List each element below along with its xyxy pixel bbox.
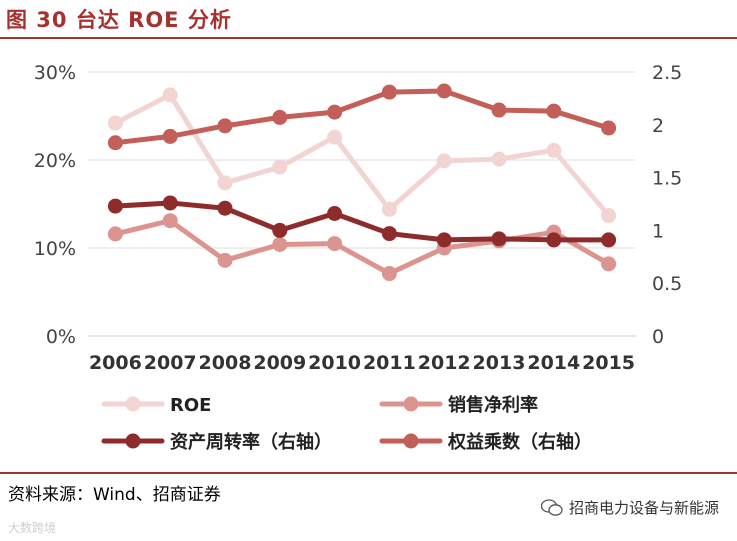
- data-point: [436, 232, 452, 248]
- right-tick-label: 0: [652, 326, 664, 348]
- right-tick-label: 2: [652, 115, 664, 137]
- data-point: [327, 236, 343, 252]
- x-tick-label: 2013: [473, 352, 526, 374]
- data-point: [162, 128, 178, 144]
- left-tick-label: 10%: [34, 238, 76, 260]
- data-point: [272, 236, 288, 252]
- data-point: [272, 159, 288, 175]
- series-line: [112, 88, 612, 146]
- series-line: [112, 200, 612, 243]
- wechat-label: 招商电力设备与新能源: [568, 499, 719, 517]
- data-point: [107, 198, 123, 214]
- x-tick-label: 2010: [308, 352, 361, 374]
- data-point: [381, 84, 397, 100]
- footer-divider: [0, 472, 737, 474]
- legend-swatch-marker: [125, 433, 141, 449]
- x-axis-ticks: 2006 2007 2008 2009 2010 2011 2012 2013 2014 2015: [89, 352, 635, 374]
- wechat-account: 招商电力设备与新能源: [540, 497, 719, 518]
- data-point: [381, 201, 397, 217]
- data-point: [162, 87, 178, 103]
- series-line: [112, 218, 612, 277]
- data-point: [601, 256, 617, 272]
- legend-label: 权益乘数（右轴）: [447, 431, 592, 453]
- x-tick-label: 2011: [363, 352, 416, 374]
- page-title: 图 30 台达 ROE 分析: [6, 8, 232, 32]
- right-tick-label: 1: [652, 220, 664, 242]
- x-tick-label: 2012: [418, 352, 471, 374]
- x-tick-label: 2007: [144, 352, 197, 374]
- legend-label: ROE: [170, 395, 211, 416]
- data-point: [217, 200, 233, 216]
- legend-label: 资产周转率（右轴）: [170, 431, 332, 453]
- x-tick-label: 2014: [527, 352, 580, 374]
- watermark: 大数跨境: [8, 521, 57, 535]
- series-line: [112, 92, 612, 218]
- data-point: [546, 103, 562, 119]
- data-point: [601, 207, 617, 223]
- chart-gridlines: [88, 71, 636, 337]
- legend-swatch-marker: [125, 396, 141, 412]
- data-point: [436, 153, 452, 169]
- data-point: [546, 142, 562, 158]
- data-point: [107, 115, 123, 131]
- data-point: [217, 175, 233, 191]
- left-tick-label: 0%: [46, 326, 76, 348]
- data-point: [327, 129, 343, 145]
- right-tick-label: 2.5: [652, 62, 682, 84]
- data-point: [107, 135, 123, 151]
- left-axis-ticks: 0% 10% 20% 30%: [34, 62, 76, 348]
- legend-swatch-marker: [403, 433, 419, 449]
- x-tick-label: 2015: [582, 352, 635, 374]
- data-point: [327, 206, 343, 222]
- data-point: [162, 213, 178, 229]
- data-point: [272, 109, 288, 125]
- data-point: [546, 232, 562, 248]
- left-tick-label: 30%: [34, 62, 76, 84]
- data-point: [217, 252, 233, 268]
- data-point: [601, 120, 617, 136]
- data-point: [491, 151, 507, 167]
- title-divider: [0, 37, 737, 39]
- data-point: [381, 266, 397, 282]
- data-point: [327, 104, 343, 120]
- chart-series: [107, 83, 617, 282]
- x-tick-label: 2006: [89, 352, 142, 374]
- right-tick-label: 0.5: [652, 273, 682, 295]
- data-point: [436, 83, 452, 99]
- data-point: [491, 102, 507, 118]
- legend-label: 销售净利率: [448, 394, 538, 416]
- wechat-icon: [540, 498, 563, 516]
- legend-swatch-marker: [403, 396, 419, 412]
- data-point: [217, 118, 233, 134]
- source-note: 资料来源：Wind、招商证券: [8, 485, 221, 505]
- data-point: [162, 195, 178, 211]
- left-tick-label: 20%: [34, 150, 76, 172]
- data-point: [381, 226, 397, 242]
- data-point: [272, 222, 288, 238]
- right-tick-label: 1.5: [652, 168, 682, 190]
- data-point: [601, 232, 617, 248]
- x-tick-label: 2008: [199, 352, 252, 374]
- data-point: [107, 226, 123, 242]
- data-point: [491, 231, 507, 247]
- roe-chart: 0% 10% 20% 30% 0 0.5 1 1.5 2 2.5 2006 2007 2008 200…: [34, 62, 682, 453]
- x-tick-label: 2009: [253, 352, 306, 374]
- right-axis-ticks: 0 0.5 1 1.5 2 2.5: [652, 62, 682, 348]
